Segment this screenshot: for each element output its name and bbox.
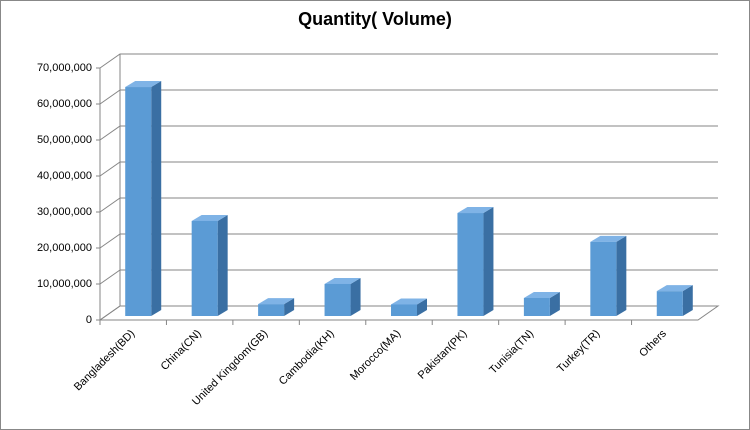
y-tick-label: 70,000,000 — [37, 62, 92, 74]
bar-side — [483, 207, 494, 316]
grid-line — [99, 125, 718, 141]
chart-title: Quantity( Volume) — [298, 9, 452, 29]
bar-top — [324, 277, 361, 284]
bar-side — [151, 81, 162, 316]
bar-side — [549, 292, 560, 316]
grid-line — [99, 269, 718, 285]
bar — [656, 291, 683, 316]
bar-top — [590, 235, 627, 242]
bar — [324, 283, 351, 316]
bar-top — [258, 298, 295, 305]
bar — [590, 241, 617, 316]
bar-top — [457, 207, 494, 214]
bar-top — [191, 214, 228, 221]
bar-side — [217, 214, 228, 316]
y-tick-label: 30,000,000 — [37, 206, 92, 218]
grid-line — [99, 233, 718, 249]
bar-top — [656, 285, 693, 292]
bar — [258, 304, 285, 316]
y-tick-label: 0 — [86, 314, 92, 326]
grid-line — [99, 53, 718, 69]
y-tick-label: 50,000,000 — [37, 134, 92, 146]
grid-line — [99, 161, 718, 177]
bar-top — [391, 298, 427, 305]
grid-line — [99, 89, 718, 105]
bar-side — [616, 235, 627, 316]
bar-side — [417, 298, 427, 316]
grid-line — [99, 197, 718, 213]
bar-top — [523, 292, 560, 298]
y-tick-label: 60,000,000 — [37, 98, 92, 110]
y-tick-label: 10,000,000 — [37, 278, 92, 290]
bar — [457, 213, 484, 316]
y-tick-label: 40,000,000 — [37, 170, 92, 182]
bar-side — [284, 298, 295, 316]
y-tick-label: 20,000,000 — [37, 242, 92, 254]
grid-line — [99, 305, 718, 321]
bar — [523, 298, 550, 316]
bar-side — [682, 285, 693, 316]
bar-side — [350, 277, 361, 316]
bar — [125, 87, 152, 316]
bar — [391, 304, 417, 316]
bar — [191, 220, 218, 316]
bar-top — [125, 81, 162, 88]
